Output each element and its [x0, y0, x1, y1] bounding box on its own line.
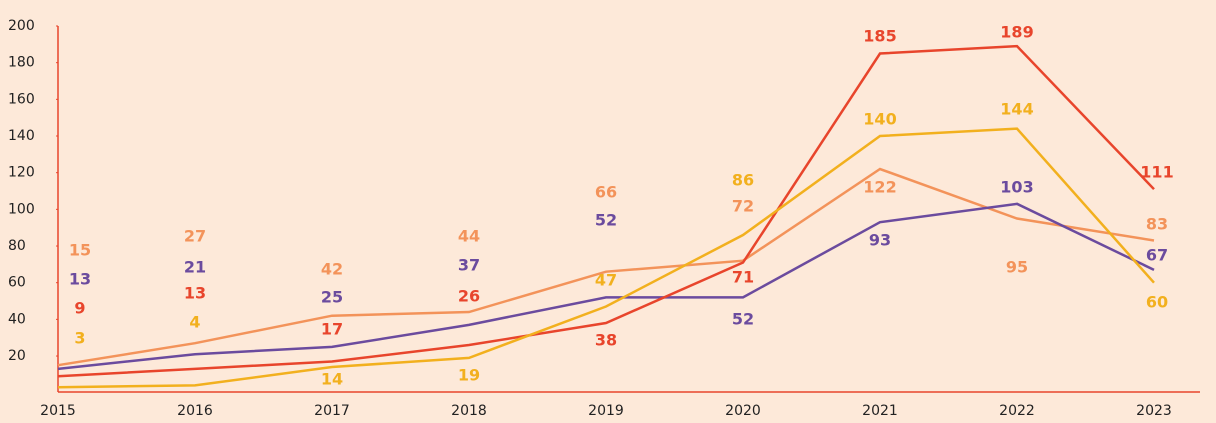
line [57, 127, 1155, 389]
data-label: 15 [69, 241, 91, 260]
data-label: 122 [863, 178, 896, 197]
data-label: 47 [595, 271, 617, 290]
data-label: 19 [458, 366, 480, 385]
data-label: 83 [1146, 215, 1168, 234]
data-label: 71 [732, 268, 754, 287]
data-label: 93 [869, 231, 891, 250]
y-tick-label: 180 [8, 55, 35, 71]
y-tick-label: 100 [8, 201, 35, 217]
data-label: 37 [458, 256, 480, 275]
data-label: 189 [1000, 23, 1033, 42]
y-tick-label: 120 [8, 165, 35, 181]
x-tick-label: 2015 [40, 403, 76, 419]
data-label: 26 [458, 287, 480, 306]
x-tick-label: 2017 [314, 403, 350, 419]
data-label: 3 [74, 329, 85, 348]
data-label: 52 [595, 211, 617, 230]
x-tick-label: 2018 [451, 403, 487, 419]
line [57, 44, 1155, 378]
x-tick-label: 2022 [999, 403, 1035, 419]
data-label: 27 [184, 227, 206, 246]
data-label: 140 [863, 110, 896, 129]
data-label: 111 [1140, 163, 1173, 182]
data-label: 66 [595, 183, 617, 202]
line [57, 167, 1155, 367]
y-tick-label: 140 [8, 128, 35, 144]
data-label: 44 [458, 227, 480, 246]
data-label: 185 [863, 27, 896, 46]
data-label: 42 [321, 260, 343, 279]
data-label: 21 [184, 258, 206, 277]
data-label: 103 [1000, 178, 1033, 197]
x-tick-label: 2023 [1136, 403, 1172, 419]
x-tick-label: 2020 [725, 403, 761, 419]
x-tick-label: 2021 [862, 403, 898, 419]
data-label: 52 [732, 310, 754, 329]
data-label: 38 [595, 331, 617, 350]
y-tick-label: 60 [8, 275, 26, 291]
line [57, 202, 1155, 371]
x-tick-label: 2019 [588, 403, 624, 419]
data-label: 14 [321, 370, 343, 389]
y-tick-label: 160 [8, 91, 35, 107]
data-label: 13 [184, 284, 206, 303]
data-label: 25 [321, 288, 343, 307]
data-label: 72 [732, 197, 754, 216]
data-label: 86 [732, 171, 754, 190]
data-label: 60 [1146, 293, 1168, 312]
y-tick-label: 40 [8, 311, 26, 327]
data-label: 95 [1006, 258, 1028, 277]
data-label: 144 [1000, 100, 1033, 119]
data-label: 67 [1146, 246, 1168, 265]
y-tick-label: 200 [8, 18, 35, 34]
data-label: 4 [189, 313, 200, 332]
data-label: 17 [321, 320, 343, 339]
y-tick-label: 80 [8, 238, 26, 254]
y-tick-label: 20 [8, 348, 26, 364]
x-tick-label: 2016 [177, 403, 213, 419]
data-label: 9 [74, 299, 85, 318]
data-label: 13 [69, 270, 91, 289]
